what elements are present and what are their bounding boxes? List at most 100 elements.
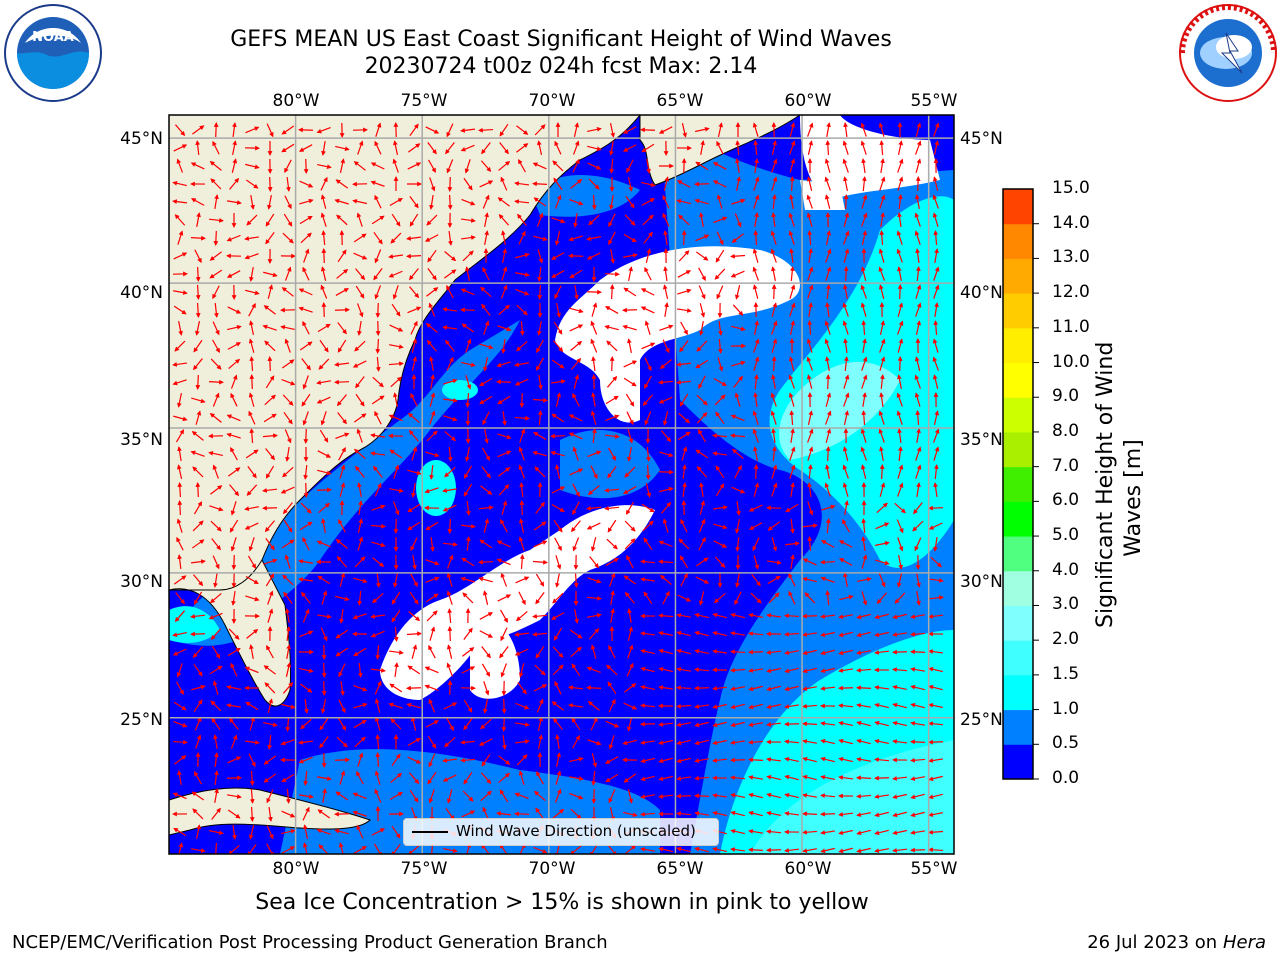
wave-direction-arrow xyxy=(591,788,597,804)
wave-direction-arrow xyxy=(915,446,922,461)
wave-direction-arrow xyxy=(303,482,309,498)
colorbar-swatch xyxy=(1003,397,1033,433)
wave-direction-arrow xyxy=(375,302,381,318)
colorbar-tick-label: 9.0 xyxy=(1052,386,1080,407)
wave-direction-arrow xyxy=(231,554,237,570)
wave-direction-arrow xyxy=(642,394,654,406)
wave-direction-arrow xyxy=(771,338,778,353)
wave-direction-arrow xyxy=(482,266,490,281)
wave-direction-arrow xyxy=(335,145,350,152)
wave-direction-arrow xyxy=(427,159,437,173)
noaa-logo: NOAA xyxy=(4,4,102,102)
wave-direction-arrow xyxy=(771,194,777,210)
wave-direction-arrow xyxy=(730,649,746,655)
wave-direction-arrow xyxy=(825,284,831,300)
wave-direction-arrow xyxy=(627,266,633,281)
wave-direction-arrow xyxy=(928,505,944,511)
wave-direction-arrow xyxy=(753,140,759,156)
wave-direction-arrow xyxy=(443,378,458,385)
colorbar-tick-label: 11.0 xyxy=(1052,316,1090,337)
wave-direction-arrow xyxy=(680,321,688,335)
wave-direction-arrow xyxy=(694,198,709,205)
colorbar-tick-label: 10.0 xyxy=(1052,351,1090,372)
wave-direction-arrow xyxy=(172,180,187,187)
wave-direction-arrow xyxy=(824,194,831,209)
wave-direction-arrow xyxy=(448,230,453,246)
wave-direction-arrow xyxy=(712,180,727,188)
wave-direction-arrow xyxy=(461,361,476,368)
wave-direction-arrow xyxy=(695,449,709,459)
wave-direction-arrow xyxy=(897,356,903,372)
wave-direction-arrow xyxy=(843,194,849,210)
wave-direction-arrow xyxy=(374,410,382,425)
wave-direction-arrow xyxy=(429,392,436,407)
wave-direction-arrow xyxy=(730,253,746,259)
wave-direction-arrow xyxy=(532,397,548,403)
wave-direction-arrow xyxy=(286,176,291,192)
wave-direction-arrow xyxy=(498,160,511,171)
wave-direction-arrow xyxy=(605,306,619,314)
wave-direction-arrow xyxy=(789,248,794,264)
wave-direction-arrow xyxy=(807,266,814,281)
wave-direction-arrow xyxy=(933,230,939,246)
wave-direction-arrow xyxy=(284,338,291,353)
wave-direction-arrow xyxy=(519,320,525,336)
wave-direction-arrow xyxy=(389,344,404,349)
wave-direction-arrow xyxy=(807,140,814,155)
wave-direction-arrow xyxy=(914,374,921,389)
wave-direction-arrow xyxy=(370,162,385,170)
wave-direction-arrow xyxy=(320,176,328,191)
wave-direction-arrow xyxy=(807,284,814,299)
wave-direction-arrow xyxy=(807,320,813,336)
lon-tick-bottom: 75°W xyxy=(401,859,448,879)
wave-direction-arrow xyxy=(590,410,597,425)
wave-direction-arrow xyxy=(808,302,813,318)
wave-direction-arrow xyxy=(842,140,849,155)
wave-direction-arrow xyxy=(465,338,472,353)
wave-direction-arrow xyxy=(373,268,383,281)
wave-direction-arrow xyxy=(282,232,294,244)
wave-direction-arrow xyxy=(537,249,544,264)
wave-direction-arrow xyxy=(625,393,635,407)
wave-direction-arrow xyxy=(735,176,741,191)
wave-direction-arrow xyxy=(676,308,692,313)
lon-tick-bottom: 60°W xyxy=(785,859,832,879)
wave-direction-arrow xyxy=(374,285,382,300)
wave-direction-arrow xyxy=(590,320,598,335)
wave-direction-arrow xyxy=(460,144,475,152)
wave-direction-arrow xyxy=(770,410,777,425)
wave-direction-arrow xyxy=(713,216,728,224)
wave-direction-arrow xyxy=(516,125,529,135)
wave-direction-arrow xyxy=(228,358,241,369)
wave-direction-arrow xyxy=(609,141,614,156)
wave-direction-arrow xyxy=(572,392,580,407)
wave-direction-arrow xyxy=(658,469,674,475)
wave-direction-arrow xyxy=(334,811,350,817)
wave-direction-arrow xyxy=(303,158,309,174)
wave-direction-arrow xyxy=(843,338,848,354)
wave-direction-arrow xyxy=(226,414,241,422)
sea-ice-caption: Sea Ice Concentration > 15% is shown in … xyxy=(255,890,869,915)
wave-direction-arrow xyxy=(820,559,836,565)
wave-direction-arrow xyxy=(807,230,813,246)
wave-direction-arrow xyxy=(337,412,347,425)
wave-direction-arrow xyxy=(825,302,830,318)
wave-direction-arrow xyxy=(754,158,759,174)
wave-direction-arrow xyxy=(933,266,940,281)
wave-direction-arrow xyxy=(209,413,222,423)
wave-direction-arrow xyxy=(537,321,542,336)
wave-direction-arrow xyxy=(447,194,453,210)
wave-direction-arrow xyxy=(716,194,723,209)
wave-direction-arrow xyxy=(244,253,259,260)
wave-direction-arrow xyxy=(479,377,493,387)
wave-direction-arrow xyxy=(627,177,634,192)
wave-direction-arrow xyxy=(518,159,526,173)
wave-direction-arrow xyxy=(825,374,831,390)
wave-direction-arrow xyxy=(552,160,564,172)
wave-direction-arrow xyxy=(408,429,419,442)
wave-direction-arrow xyxy=(232,122,237,138)
wave-direction-arrow xyxy=(536,339,544,353)
wave-direction-arrow xyxy=(191,397,206,404)
wave-direction-arrow xyxy=(479,395,493,405)
